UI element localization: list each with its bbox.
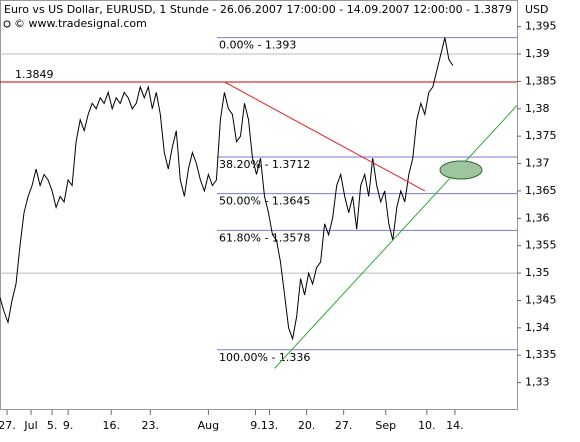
subtitle: © www.tradesignal.com [14,17,147,30]
y-tick-label: 1,39 [525,47,550,60]
fib-label: 0.00% - 1.393 [219,39,296,52]
y-axis-label: USD [525,3,549,16]
x-tick-label: Jul [23,419,37,432]
x-tick-label: 27. [0,419,16,432]
fib-label: 38.20% - 1.3712 [219,158,310,171]
x-tick-label: 14. [446,419,464,432]
horizontal-line-label: 1.3849 [15,68,54,81]
x-tick-label: 10. [418,419,436,432]
trend-line [274,105,518,369]
x-tick-label: 27. [335,419,353,432]
x-tick-label: 13. [261,419,279,432]
y-tick-label: 1,38 [525,102,550,115]
highlight-ellipse [439,160,483,180]
plot-frame [0,0,518,410]
chart-title: Euro vs US Dollar, EURUSD, 1 Stunde - 26… [4,3,512,16]
y-tick-label: 1,335 [525,348,557,361]
copyright-bullet [3,20,11,28]
price-line [0,37,454,341]
y-tick-label: 1,345 [525,293,557,306]
y-tick-label: 1,355 [525,239,557,252]
fib-label: 50.00% - 1.3645 [219,195,310,208]
x-tick-label: 5. [47,419,58,432]
y-tick-label: 1,385 [525,74,557,87]
x-tick-label: 23. [142,419,160,432]
fib-label: 100.00% - 1.336 [219,351,310,364]
fib-label: 61.80% - 1.3578 [219,231,310,244]
x-tick-label: 9. [63,419,74,432]
x-tick-label: 16. [102,419,120,432]
x-tick-label: 20. [298,419,316,432]
y-tick-label: 1,37 [525,157,550,170]
x-tick-label: Aug [198,419,219,432]
y-tick-label: 1,365 [525,184,557,197]
y-tick-label: 1,34 [525,321,550,334]
y-tick-label: 1,36 [525,211,550,224]
y-tick-label: 1,35 [525,266,550,279]
trend-line [224,81,426,192]
y-tick-label: 1,33 [525,376,550,389]
x-tick-label: 9. [250,419,261,432]
y-tick-label: 1,375 [525,129,557,142]
y-tick-label: 1,395 [525,20,557,33]
x-tick-label: Sep [375,419,396,432]
